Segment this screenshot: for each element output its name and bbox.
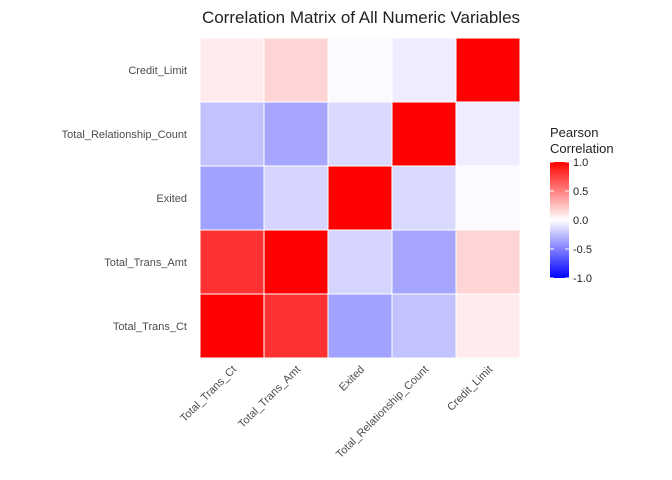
heatmap-cell: [263, 293, 329, 359]
heatmap-cell: [327, 229, 393, 295]
heatmap-cell: [263, 229, 329, 295]
heatmap-cell: [327, 37, 393, 103]
heatmap-cell: [391, 229, 457, 295]
heatmap-cell: [391, 37, 457, 103]
heatmap-cell: [455, 101, 521, 167]
legend-tick-label: -0.5: [573, 244, 592, 256]
heatmap-cell: [199, 37, 265, 103]
y-tick-label: Total_Relationship_Count: [62, 129, 187, 141]
heatmap-cell: [263, 37, 329, 103]
heatmap-cell: [455, 229, 521, 295]
heatmap-cell: [455, 293, 521, 359]
legend-colorbar: [550, 162, 569, 278]
legend-title-line-1: Pearson: [550, 125, 598, 140]
heatmap-cell: [263, 165, 329, 231]
heatmap-cell: [391, 165, 457, 231]
legend-tick-group: 1.0 0.5 0.0 -0.5 -1.0: [550, 157, 592, 285]
heatmap-cell: [199, 165, 265, 231]
y-tick-label: Exited: [156, 193, 187, 205]
heatmap-cell: [263, 101, 329, 167]
heatmap-cell: [199, 293, 265, 359]
heatmap-cell: [391, 293, 457, 359]
legend-tick-label: -1.0: [573, 273, 592, 285]
y-tick-label: Total_Trans_Amt: [104, 257, 187, 269]
heatmap-cell: [391, 101, 457, 167]
x-tick-label: Total_Trans_Ct: [178, 364, 239, 425]
heatmap-cell: [199, 229, 265, 295]
heatmap-cells: [199, 37, 521, 359]
heatmap-cell: [327, 293, 393, 359]
y-tick-label: Total_Trans_Ct: [113, 321, 187, 333]
heatmap-cell: [455, 37, 521, 103]
x-tick-label: Credit_Limit: [445, 364, 495, 414]
heatmap-cell: [327, 165, 393, 231]
x-tick-label: Exited: [337, 364, 367, 394]
y-tick-label: Credit_Limit: [128, 65, 187, 77]
legend-tick-label: 0.5: [573, 186, 588, 198]
color-legend: Pearson Correlation 1.0 0.5 0.0 -0.5 -1.0: [550, 125, 614, 285]
y-axis-tick-labels: Credit_Limit Total_Relationship_Count Exit…: [62, 65, 187, 333]
heatmap-cell: [199, 101, 265, 167]
x-tick-label: Total_Trans_Amt: [236, 364, 303, 431]
legend-tick-label: 1.0: [573, 157, 588, 169]
heatmap-cell: [455, 165, 521, 231]
heatmap-cell: [327, 101, 393, 167]
chart-title: Correlation Matrix of All Numeric Variab…: [202, 8, 520, 27]
legend-title-line-2: Correlation: [550, 141, 614, 156]
legend-tick-label: 0.0: [573, 215, 588, 227]
